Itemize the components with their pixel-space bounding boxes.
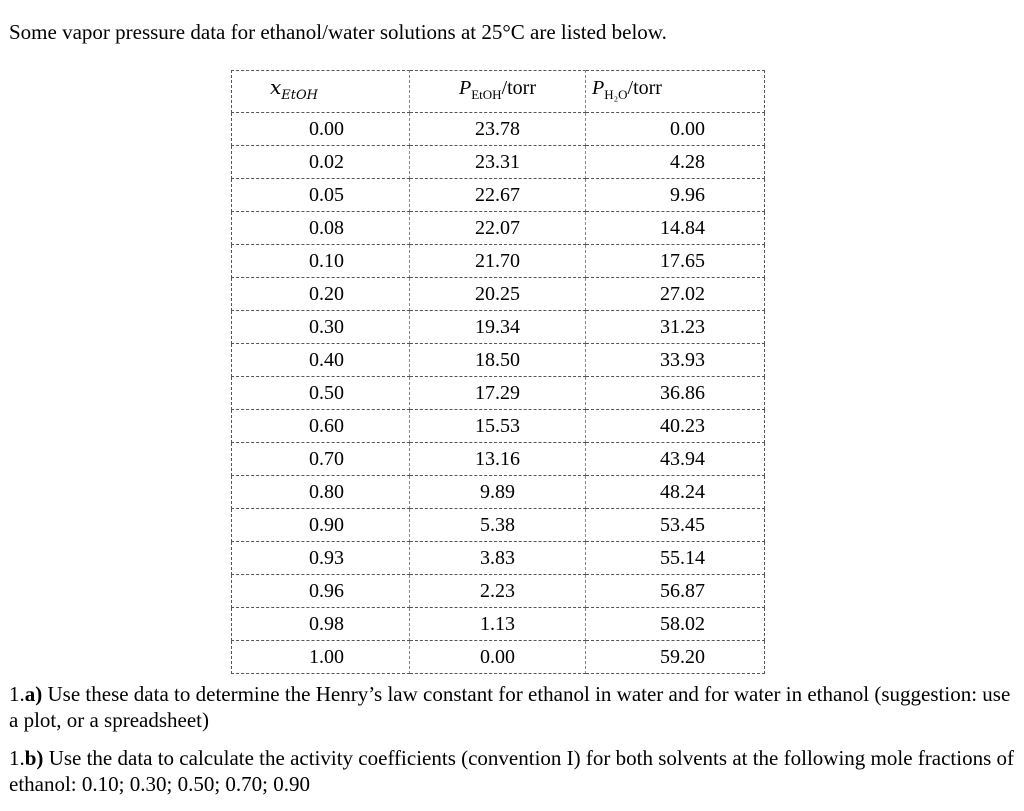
cell-x-ethanol: 0.98 <box>231 607 410 641</box>
table-row: 0.93 3.83 55.14 <box>231 541 765 575</box>
cell-p-ethanol: 20.25 <box>409 277 586 311</box>
cell-x-ethanol: 0.08 <box>231 211 410 245</box>
question-1a-text: Use these data to determine the Henry’s … <box>9 682 1011 732</box>
table-row: 0.02 23.31 4.28 <box>231 145 765 179</box>
table-row: 0.96 2.23 56.87 <box>231 574 765 608</box>
cell-x-ethanol: 0.50 <box>231 376 410 410</box>
cell-x-ethanol: 0.30 <box>231 310 410 344</box>
cell-p-ethanol: 3.83 <box>409 541 586 575</box>
table-row: 0.00 23.78 0.00 <box>231 112 765 146</box>
cell-p-ethanol: 22.07 <box>409 211 586 245</box>
header-x-subscript: EtOH <box>281 88 318 103</box>
cell-p-ethanol: 23.78 <box>409 112 586 146</box>
table-row: 0.10 21.70 17.65 <box>231 244 765 278</box>
cell-p-water: 17.65 <box>585 244 765 278</box>
cell-x-ethanol: 0.10 <box>231 244 410 278</box>
cell-p-ethanol: 2.23 <box>409 574 586 608</box>
header-p2-symbol: P <box>592 77 605 99</box>
cell-p-water: 53.45 <box>585 508 765 542</box>
table-row: 0.98 1.13 58.02 <box>231 607 765 641</box>
table-row: 0.30 19.34 31.23 <box>231 310 765 344</box>
vapor-pressure-table-container: xEtOH PEtOH/torr PH₂O/torr 0.00 23.78 0.00… <box>231 70 765 674</box>
table-row: 0.80 9.89 48.24 <box>231 475 765 509</box>
cell-p-ethanol: 15.53 <box>409 409 586 443</box>
cell-x-ethanol: 1.00 <box>231 640 410 674</box>
question-1b-text: Use the data to calculate the activity c… <box>9 746 1014 796</box>
cell-x-ethanol: 0.70 <box>231 442 410 476</box>
cell-p-ethanol: 19.34 <box>409 310 586 344</box>
table-row: 0.50 17.29 36.86 <box>231 376 765 410</box>
cell-x-ethanol: 0.80 <box>231 475 410 509</box>
cell-p-water: 40.23 <box>585 409 765 443</box>
cell-p-water: 58.02 <box>585 607 765 641</box>
cell-p-ethanol: 17.29 <box>409 376 586 410</box>
cell-p-ethanol: 13.16 <box>409 442 586 476</box>
question-1a: 1.a) Use these data to determine the Hen… <box>9 681 1014 733</box>
question-1a-number: 1. <box>9 682 25 706</box>
question-1b-number: 1. <box>9 746 25 770</box>
cell-p-water: 59.20 <box>585 640 765 674</box>
cell-p-water: 43.94 <box>585 442 765 476</box>
question-1b-label: b) <box>24 746 44 770</box>
cell-p-water: 31.23 <box>585 310 765 344</box>
cell-x-ethanol: 0.02 <box>231 145 410 179</box>
header-p-water: PH₂O/torr <box>585 70 765 113</box>
cell-x-ethanol: 0.20 <box>231 277 410 311</box>
question-1b: 1.b) Use the data to calculate the activ… <box>9 745 1014 797</box>
cell-p-ethanol: 23.31 <box>409 145 586 179</box>
cell-p-water: 14.84 <box>585 211 765 245</box>
intro-text: Some vapor pressure data for ethanol/wat… <box>9 20 667 44</box>
header-p1-unit: /torr <box>501 77 536 99</box>
vapor-pressure-table: xEtOH PEtOH/torr PH₂O/torr 0.00 23.78 0.00… <box>231 70 765 674</box>
table-row: 0.70 13.16 43.94 <box>231 442 765 476</box>
table-row: 0.05 22.67 9.96 <box>231 178 765 212</box>
table-body: 0.00 23.78 0.00 0.02 23.31 4.28 0.05 22.67 9.96 0… <box>231 112 765 674</box>
cell-p-ethanol: 1.13 <box>409 607 586 641</box>
cell-p-ethanol: 0.00 <box>409 640 586 674</box>
cell-p-water: 48.24 <box>585 475 765 509</box>
table-row: 0.08 22.07 14.84 <box>231 211 765 245</box>
cell-p-water: 27.02 <box>585 277 765 311</box>
table-row: 0.90 5.38 53.45 <box>231 508 765 542</box>
cell-x-ethanol: 0.00 <box>231 112 410 146</box>
cell-p-ethanol: 22.67 <box>409 178 586 212</box>
cell-p-water: 33.93 <box>585 343 765 377</box>
cell-x-ethanol: 0.93 <box>231 541 410 575</box>
table-header-row: xEtOH PEtOH/torr PH₂O/torr <box>231 70 765 113</box>
cell-p-ethanol: 18.50 <box>409 343 586 377</box>
cell-p-ethanol: 5.38 <box>409 508 586 542</box>
question-1a-label: a) <box>24 682 43 706</box>
table-row: 1.00 0.00 59.20 <box>231 640 765 674</box>
cell-p-ethanol: 21.70 <box>409 244 586 278</box>
cell-x-ethanol: 0.05 <box>231 178 410 212</box>
header-p1-subscript: EtOH <box>471 87 502 102</box>
table-row: 0.20 20.25 27.02 <box>231 277 765 311</box>
cell-p-water: 0.00 <box>585 112 765 146</box>
header-x-ethanol: xEtOH <box>231 70 410 113</box>
cell-p-water: 56.87 <box>585 574 765 608</box>
header-p-ethanol: PEtOH/torr <box>409 70 586 113</box>
table-row: 0.40 18.50 33.93 <box>231 343 765 377</box>
cell-p-water: 36.86 <box>585 376 765 410</box>
cell-p-water: 9.96 <box>585 178 765 212</box>
table-row: 0.60 15.53 40.23 <box>231 409 765 443</box>
header-p1-symbol: P <box>459 77 472 99</box>
header-p2-subscript: H₂O <box>604 87 628 102</box>
header-p2-unit: /torr <box>627 77 662 99</box>
cell-p-water: 55.14 <box>585 541 765 575</box>
cell-p-water: 4.28 <box>585 145 765 179</box>
cell-p-ethanol: 9.89 <box>409 475 586 509</box>
cell-x-ethanol: 0.60 <box>231 409 410 443</box>
cell-x-ethanol: 0.90 <box>231 508 410 542</box>
header-x-symbol: x <box>270 75 282 99</box>
cell-x-ethanol: 0.96 <box>231 574 410 608</box>
cell-x-ethanol: 0.40 <box>231 343 410 377</box>
